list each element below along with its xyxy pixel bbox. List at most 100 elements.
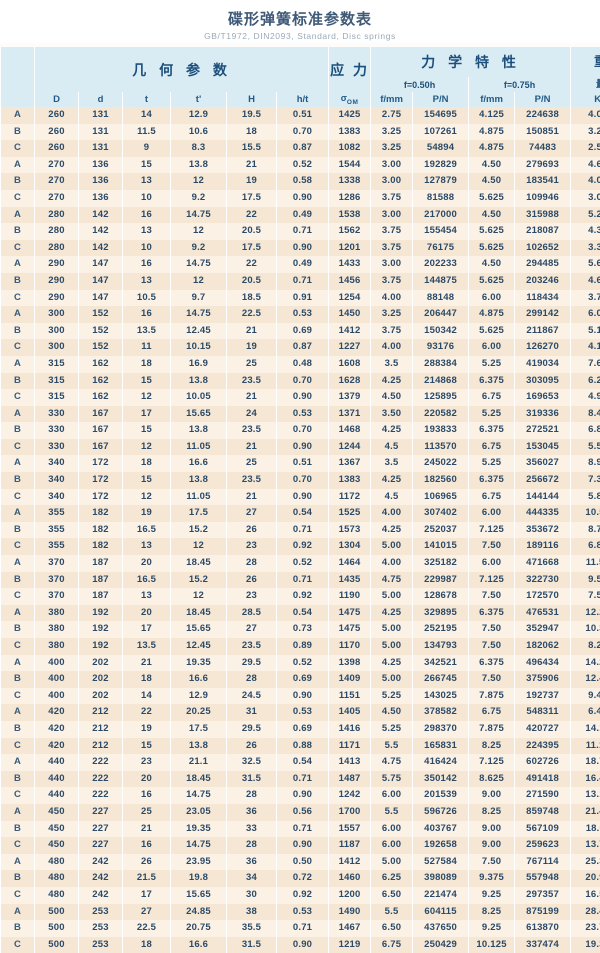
cell-value: 330 (35, 422, 79, 439)
cell-value: 1562 (329, 223, 371, 240)
cell-value: 187 (79, 572, 123, 589)
cell-value: 3.00 (371, 173, 413, 190)
cell-value: 7.318 (571, 472, 600, 489)
cell-value: 22 (227, 207, 277, 224)
cell-value: 13.8 (171, 738, 227, 755)
cell-value: 4.168 (571, 339, 600, 356)
cell-value: 1487 (329, 771, 371, 788)
cell-value: 13.124 (571, 787, 600, 804)
cell-value: 12.420 (571, 671, 600, 688)
cell-series: B (1, 124, 35, 141)
cell-value: 13.8 (171, 422, 227, 439)
cell-value: 1371 (329, 406, 371, 423)
cell-value: 8.25 (469, 804, 515, 821)
cell-value: 0.87 (277, 140, 329, 157)
cell-value: 152 (79, 306, 123, 323)
cell-value: 21.5 (123, 870, 171, 887)
cell-value: 127879 (413, 173, 469, 190)
cell-value: 315988 (515, 207, 571, 224)
cell-value: 18.45 (171, 555, 227, 572)
cell-value: 74483 (515, 140, 571, 157)
cell-series: C (1, 738, 35, 755)
cell-value: 15.65 (171, 887, 227, 904)
cell-value: 143025 (413, 688, 469, 705)
cell-value: 5.625 (469, 190, 515, 207)
cell-value: 355 (35, 505, 79, 522)
cell-series: A (1, 256, 35, 273)
cell-value: 5.296 (571, 207, 600, 224)
cell-value: 201539 (413, 787, 469, 804)
cell-value: 14 (123, 688, 171, 705)
cell-value: 224638 (515, 107, 571, 124)
cell-value: 33 (227, 821, 277, 838)
cell-series: C (1, 688, 35, 705)
cell-value: 16 (123, 787, 171, 804)
cell-value: 9 (123, 140, 171, 157)
cell-value: 212 (79, 721, 123, 738)
cell-value: 0.90 (277, 240, 329, 257)
cell-value: 303095 (515, 373, 571, 390)
cell-value: 12 (123, 439, 171, 456)
cell-value: 1525 (329, 505, 371, 522)
cell-value: 35.5 (227, 920, 277, 937)
cell-value: 7.50 (469, 854, 515, 871)
cell-value: 4.50 (469, 173, 515, 190)
cell-value: 6.375 (469, 472, 515, 489)
cell-value: 0.87 (277, 339, 329, 356)
cell-value: 6.00 (371, 787, 413, 804)
cell-value: 20 (123, 555, 171, 572)
cell-value: 1219 (329, 937, 371, 953)
cell-value: 8.3 (171, 140, 227, 157)
cell-value: 18 (123, 671, 171, 688)
cell-value: 300 (35, 323, 79, 340)
cell-value: 4.50 (469, 256, 515, 273)
cell-value: 202233 (413, 256, 469, 273)
cell-value: 613870 (515, 920, 571, 937)
cell-value: 25 (227, 455, 277, 472)
cell-value: 12 (171, 223, 227, 240)
cell-series: C (1, 787, 35, 804)
cell-series: C (1, 439, 35, 456)
cell-value: 26 (227, 572, 277, 589)
cell-value: 1201 (329, 240, 371, 257)
cell-value: 26 (227, 738, 277, 755)
cell-value: 279693 (515, 157, 571, 174)
cell-value: 9.552 (571, 572, 600, 589)
cell-value: 106965 (413, 489, 469, 506)
cell-value: 214868 (413, 373, 469, 390)
group-stress: 应 力 (329, 47, 371, 92)
cell-value: 253 (79, 937, 123, 953)
cell-series: A (1, 157, 35, 174)
cell-value: 3.75 (371, 273, 413, 290)
cell-value: 10.5 (123, 290, 171, 307)
cell-value: 1200 (329, 887, 371, 904)
cell-value: 6.375 (469, 605, 515, 622)
cell-value: 27 (227, 505, 277, 522)
cell-value: 6.375 (469, 422, 515, 439)
cell-value: 342521 (413, 655, 469, 672)
cell-value: 12.9 (171, 107, 227, 124)
cell-value: 14.75 (171, 306, 227, 323)
cell-value: 5.25 (371, 721, 413, 738)
cell-value: 13 (123, 223, 171, 240)
cell-value: 0.71 (277, 572, 329, 589)
cell-value: 500 (35, 904, 79, 921)
cell-value: 13 (123, 173, 171, 190)
cell-value: 352947 (515, 621, 571, 638)
cell-value: 107261 (413, 124, 469, 141)
cell-series: C (1, 389, 35, 406)
cell-value: 23.5 (227, 373, 277, 390)
cell-value: 4.5 (371, 439, 413, 456)
cell-value: 3.304 (571, 240, 600, 257)
cell-value: 118434 (515, 290, 571, 307)
cell-value: 15 (123, 738, 171, 755)
